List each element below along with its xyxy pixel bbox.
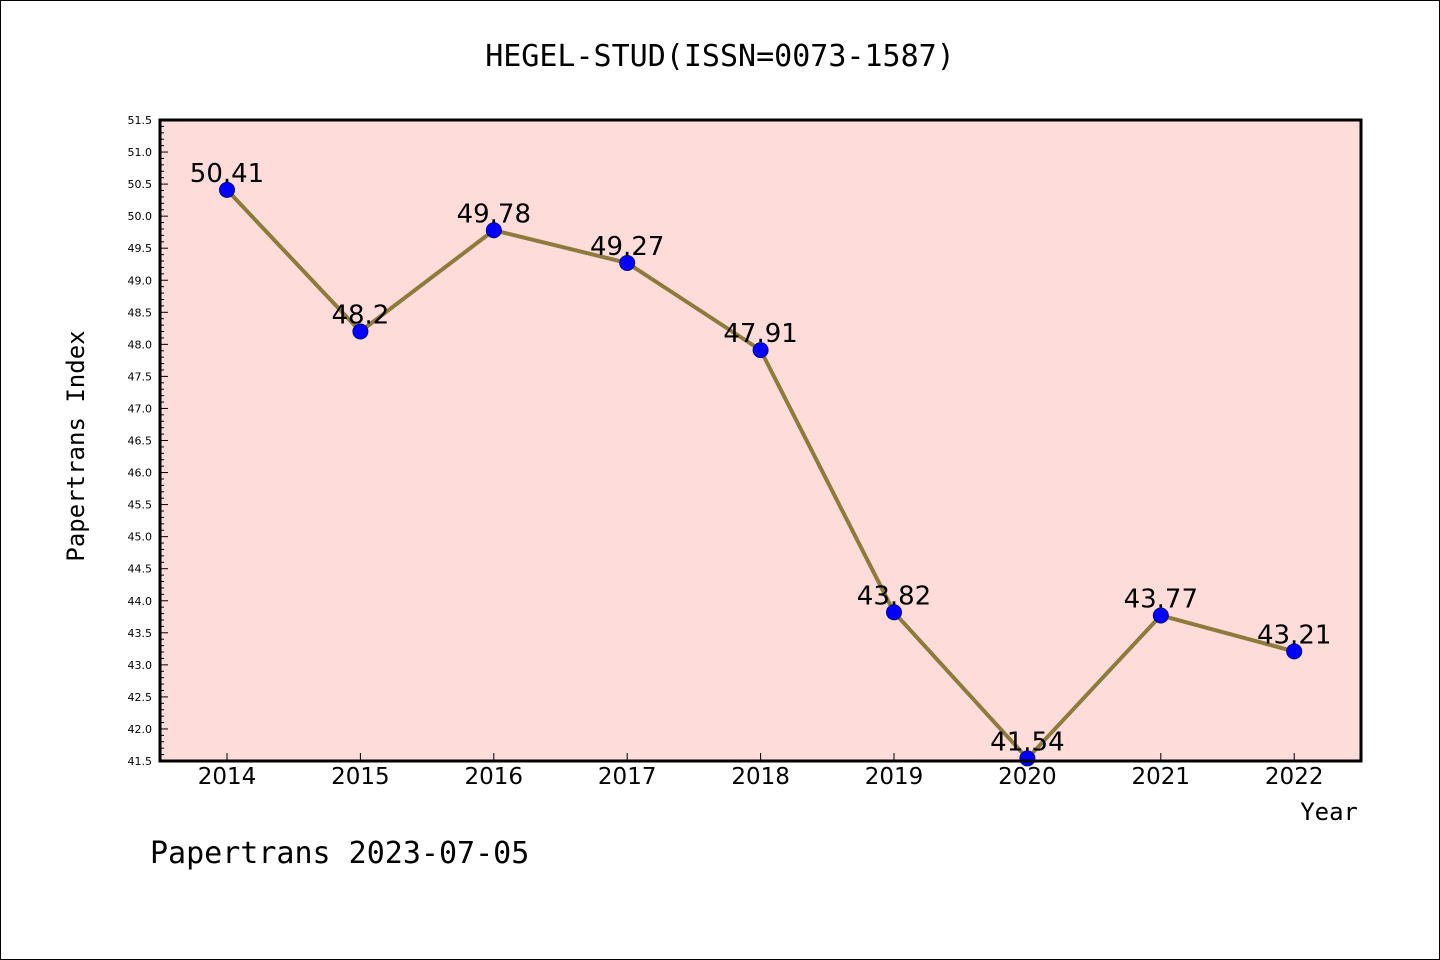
y-tick-label: 51.5 — [128, 114, 153, 127]
x-tick-label: 2019 — [865, 764, 924, 790]
x-axis-label: Year — [1300, 798, 1358, 826]
x-tick-label: 2021 — [1132, 764, 1191, 790]
x-tick-label: 2018 — [731, 764, 790, 790]
y-tick-label: 45.5 — [128, 499, 153, 512]
y-tick-label: 48.5 — [128, 306, 153, 319]
y-tick-label: 50.0 — [128, 210, 153, 223]
x-tick-label: 2016 — [465, 764, 524, 790]
footer-text: Papertrans 2023-07-05 — [150, 836, 529, 871]
y-tick-label: 47.0 — [128, 402, 153, 415]
plot-border — [158, 118, 1363, 763]
data-point — [1152, 607, 1169, 624]
data-label: 43.77 — [1124, 584, 1198, 614]
y-tick-label: 43.5 — [128, 627, 153, 640]
data-point — [619, 254, 636, 271]
y-tick-label: 46.5 — [128, 435, 153, 448]
x-tick-label: 2017 — [598, 764, 657, 790]
data-point — [219, 181, 235, 198]
y-tick-label: 43.0 — [128, 659, 153, 672]
y-tick-label: 41.5 — [128, 755, 153, 768]
y-tick-label: 49.0 — [128, 274, 153, 287]
data-point — [1286, 643, 1303, 660]
data-point — [485, 222, 502, 239]
y-tick-label: 44.5 — [128, 563, 153, 576]
data-label: 48.2 — [331, 301, 389, 331]
series-layer — [219, 181, 1303, 767]
chart-title: HEGEL-STUD(ISSN=0073-1587) — [485, 39, 955, 74]
y-tick-label: 42.5 — [128, 691, 153, 704]
data-label: 49.78 — [457, 199, 531, 229]
y-tick-label: 47.5 — [128, 370, 153, 383]
data-label: 47.91 — [723, 319, 797, 349]
data-point — [886, 604, 902, 621]
y-tick-label: 44.0 — [128, 595, 153, 608]
data-label: 49.27 — [590, 232, 664, 262]
x-axis-ticks: 2014 2015 2016 2017 2018 2019 2020 2021 2022 — [198, 753, 1324, 790]
data-point — [352, 323, 369, 340]
plot-area — [160, 120, 1361, 761]
x-tick-label: 2020 — [998, 764, 1057, 790]
data-label: 43.82 — [857, 581, 931, 611]
y-tick-label: 42.0 — [128, 723, 153, 736]
y-axis-ticks: 41.5 42.0 42.5 43.0 43.5 44.0 44.5 45.0 45.5 46.0… — [128, 114, 168, 768]
data-label: 50.41 — [190, 159, 264, 189]
y-tick-label: 46.0 — [128, 467, 153, 480]
y-tick-label: 48.0 — [128, 338, 153, 351]
y-tick-label: 45.0 — [128, 531, 153, 544]
data-label: 41.54 — [990, 727, 1064, 757]
x-tick-label: 2014 — [198, 764, 257, 790]
y-tick-label: 50.5 — [128, 178, 153, 191]
y-tick-label: 49.5 — [128, 242, 153, 255]
data-labels: 50.41 48.2 49.78 49.27 47.91 43.82 41.54 43.77 4… — [190, 159, 1332, 758]
y-axis-label: Papertrans Index — [62, 330, 90, 561]
data-label: 43.21 — [1257, 620, 1331, 650]
x-tick-label: 2015 — [331, 764, 390, 790]
data-point — [752, 342, 769, 359]
y-tick-label: 51.0 — [128, 146, 153, 159]
x-tick-label: 2022 — [1265, 764, 1324, 790]
